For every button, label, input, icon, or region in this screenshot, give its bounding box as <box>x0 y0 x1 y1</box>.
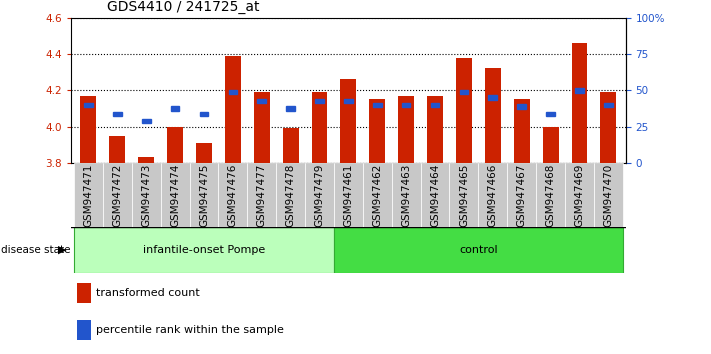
Text: ▶: ▶ <box>58 245 67 255</box>
Text: GSM947462: GSM947462 <box>373 164 383 228</box>
Bar <box>507 163 536 227</box>
Bar <box>600 92 616 163</box>
Bar <box>604 103 613 107</box>
Bar <box>518 104 526 109</box>
Bar <box>546 112 555 116</box>
Bar <box>196 143 212 163</box>
Bar <box>138 158 154 163</box>
Bar <box>449 163 479 227</box>
Bar <box>542 127 559 163</box>
Bar <box>228 90 237 95</box>
Text: percentile rank within the sample: percentile rank within the sample <box>96 325 284 335</box>
Bar <box>431 103 439 107</box>
Text: GSM947479: GSM947479 <box>314 164 324 228</box>
Bar <box>341 79 356 163</box>
Bar <box>225 56 241 163</box>
Bar <box>190 163 218 227</box>
Bar <box>594 163 623 227</box>
Bar <box>373 103 382 107</box>
Bar <box>218 163 247 227</box>
Bar <box>276 163 305 227</box>
Bar <box>167 127 183 163</box>
Bar <box>77 283 90 303</box>
Bar <box>80 96 97 163</box>
Bar <box>398 96 414 163</box>
Bar <box>488 95 497 100</box>
Bar <box>392 163 421 227</box>
Bar <box>402 103 410 107</box>
Bar <box>514 99 530 163</box>
Bar <box>459 90 469 95</box>
Bar <box>334 227 623 273</box>
Text: GSM947461: GSM947461 <box>343 164 353 228</box>
Bar <box>257 99 266 103</box>
Text: infantile-onset Pompe: infantile-onset Pompe <box>143 245 265 255</box>
Bar <box>113 112 122 116</box>
Text: GSM947468: GSM947468 <box>545 164 555 228</box>
Bar <box>479 163 507 227</box>
Bar <box>485 69 501 163</box>
Bar <box>247 163 276 227</box>
Text: disease state: disease state <box>1 245 70 255</box>
Bar <box>103 163 132 227</box>
Bar <box>334 163 363 227</box>
Text: transformed count: transformed count <box>96 288 200 298</box>
Text: GSM947471: GSM947471 <box>83 164 93 228</box>
Text: GSM947467: GSM947467 <box>517 164 527 228</box>
Bar <box>536 163 565 227</box>
Bar <box>77 320 90 340</box>
Text: GSM947478: GSM947478 <box>286 164 296 228</box>
Bar <box>74 227 334 273</box>
Text: GSM947472: GSM947472 <box>112 164 122 228</box>
Bar <box>575 88 584 92</box>
Text: GSM947470: GSM947470 <box>604 164 614 227</box>
Bar <box>254 92 269 163</box>
Bar <box>171 106 179 111</box>
Text: GSM947466: GSM947466 <box>488 164 498 228</box>
Bar <box>344 99 353 103</box>
Bar <box>363 163 392 227</box>
Text: GSM947465: GSM947465 <box>459 164 469 228</box>
Bar <box>421 163 449 227</box>
Bar <box>142 119 151 124</box>
Bar <box>572 43 587 163</box>
Text: GSM947473: GSM947473 <box>141 164 151 228</box>
Text: control: control <box>459 245 498 255</box>
Bar <box>456 58 472 163</box>
Text: GSM947477: GSM947477 <box>257 164 267 228</box>
Bar <box>200 112 208 116</box>
Bar <box>565 163 594 227</box>
Text: GSM947474: GSM947474 <box>170 164 180 228</box>
Text: GDS4410 / 241725_at: GDS4410 / 241725_at <box>107 0 259 14</box>
Bar <box>427 96 443 163</box>
Bar <box>305 163 334 227</box>
Bar <box>109 136 125 163</box>
Bar <box>74 163 103 227</box>
Bar <box>311 92 328 163</box>
Text: GSM947476: GSM947476 <box>228 164 238 228</box>
Bar <box>84 103 92 107</box>
Bar <box>161 163 190 227</box>
Text: GSM947464: GSM947464 <box>430 164 440 228</box>
Bar <box>315 99 324 103</box>
Bar <box>369 99 385 163</box>
Text: GSM947463: GSM947463 <box>401 164 411 228</box>
Bar <box>283 129 299 163</box>
Text: GSM947469: GSM947469 <box>574 164 584 228</box>
Bar <box>287 106 295 111</box>
Bar <box>132 163 161 227</box>
Text: GSM947475: GSM947475 <box>199 164 209 228</box>
